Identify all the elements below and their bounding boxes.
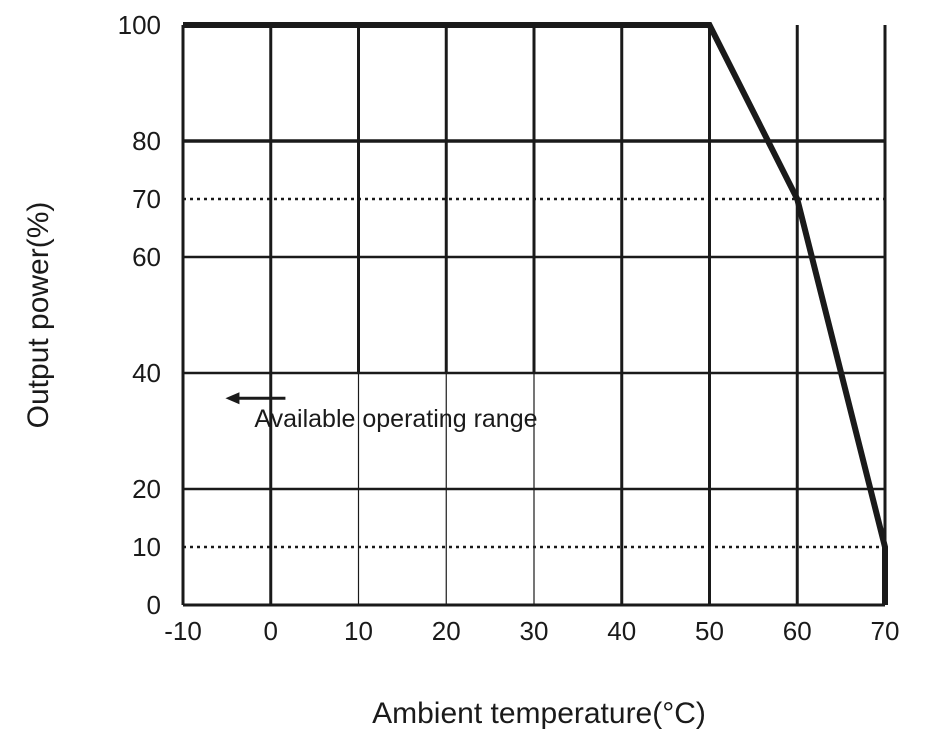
x-tick-label: 70 <box>871 616 900 646</box>
y-tick-label: 70 <box>132 184 161 214</box>
y-tick-labels: 0 10 20 40 60 70 80 100 <box>118 10 161 620</box>
y-tick-label: 40 <box>132 358 161 388</box>
x-tick-label: 30 <box>520 616 549 646</box>
annotation-text: Available operating range <box>254 405 537 433</box>
x-tick-labels: -10 0 10 20 30 40 50 60 70 <box>164 616 899 646</box>
y-axis-title: Output power(%) <box>22 202 55 429</box>
reference-lines <box>183 197 885 549</box>
derating-curve <box>183 22 888 605</box>
x-tick-label: 20 <box>432 616 461 646</box>
y-tick-label: 80 <box>132 126 161 156</box>
x-tick-label: 10 <box>344 616 373 646</box>
y-tick-label: 100 <box>118 10 161 40</box>
x-tick-label: 50 <box>695 616 724 646</box>
y-tick-label: 10 <box>132 532 161 562</box>
grid <box>183 25 885 605</box>
y-tick-label: 0 <box>147 590 161 620</box>
axes <box>181 25 887 607</box>
x-tick-label: 40 <box>607 616 636 646</box>
y-tick-label: 60 <box>132 242 161 272</box>
x-tick-label: 60 <box>783 616 812 646</box>
y-tick-label: 20 <box>132 474 161 504</box>
annotation: Available operating range <box>225 392 538 433</box>
series-layer <box>183 22 888 605</box>
x-tick-label: 0 <box>264 616 278 646</box>
annotation-arrow-head <box>225 392 240 405</box>
x-axis-title: Ambient temperature(°C) <box>372 697 706 730</box>
x-tick-label: -10 <box>164 616 202 646</box>
